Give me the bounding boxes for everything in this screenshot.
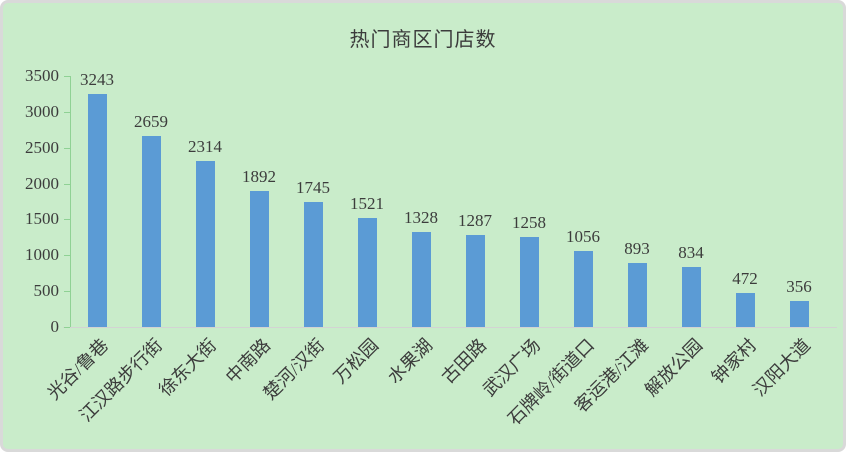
y-axis-tick: [64, 219, 70, 221]
y-axis-tick: [64, 76, 70, 77]
bar: [789, 301, 809, 327]
y-axis-tick-label: 2000: [25, 173, 59, 193]
chart-title: 热门商区门店数: [349, 29, 497, 51]
bar-value-label: 1521: [350, 193, 384, 213]
bar: [195, 161, 215, 327]
x-axis-line: [63, 327, 837, 328]
x-axis-category-label: 万松园: [329, 335, 383, 388]
x-axis-category-label: 钟家村: [707, 335, 761, 388]
bar: [519, 236, 539, 327]
y-axis-tick-label: 3500: [25, 66, 59, 85]
bar-value-label: 1287: [458, 210, 492, 230]
bar-value-label: 356: [786, 277, 812, 297]
y-axis-tick-label: 0: [50, 317, 60, 336]
bar: [735, 293, 755, 327]
bar-value-label: 893: [624, 238, 650, 258]
bar: [357, 217, 377, 327]
bar: [87, 94, 107, 327]
bar: [681, 267, 701, 327]
x-axis-category-label: 古田路: [437, 335, 491, 388]
y-axis-tick: [64, 327, 70, 328]
bar: [411, 231, 431, 327]
y-axis-tick: [64, 255, 70, 257]
y-axis-tick-label: 1500: [25, 209, 59, 229]
y-axis-tick: [64, 183, 70, 185]
bar-value-label: 3243: [80, 70, 114, 90]
bar: [573, 251, 593, 327]
y-axis-line: [70, 76, 71, 327]
x-axis-category-label: 解放公园: [641, 335, 707, 401]
bar-value-label: 1745: [296, 177, 330, 197]
x-axis-category-label: 水果湖: [383, 335, 437, 388]
x-axis-category-label: 汉阳大道: [749, 335, 815, 401]
bar: [627, 262, 647, 327]
bar: [141, 136, 161, 327]
y-axis-tick-label: 500: [33, 281, 60, 301]
bar-value-label: 2659: [134, 112, 168, 132]
bar: [465, 234, 485, 327]
bar-value-label: 834: [678, 243, 704, 263]
labels-layer: 0 500 1000 1500 2000 2500 3000 3500 3243 光谷/鲁巷 265…: [3, 3, 843, 449]
bar: [303, 201, 323, 327]
bars-layer: [3, 3, 843, 449]
x-axis-category-label: 徐东大街: [155, 335, 221, 401]
y-axis-tick-label: 1000: [25, 245, 59, 265]
bar-value-label: 1056: [566, 227, 600, 247]
y-axis-tick-label: 2500: [25, 137, 59, 157]
bar: [249, 191, 269, 327]
bar-value-label: 1328: [404, 207, 438, 227]
y-axis-tick: [64, 111, 70, 113]
x-axis-category-label: 中南路: [221, 335, 275, 388]
y-axis-tick: [64, 147, 70, 149]
y-axis-tick-label: 3000: [25, 101, 59, 121]
bar-value-label: 1258: [512, 212, 546, 232]
bar-value-label: 1892: [242, 167, 276, 187]
axes-layer: [3, 3, 843, 449]
bar-value-label: 2314: [188, 137, 222, 157]
y-axis-tick: [64, 291, 70, 293]
bar-value-label: 472: [732, 269, 758, 289]
